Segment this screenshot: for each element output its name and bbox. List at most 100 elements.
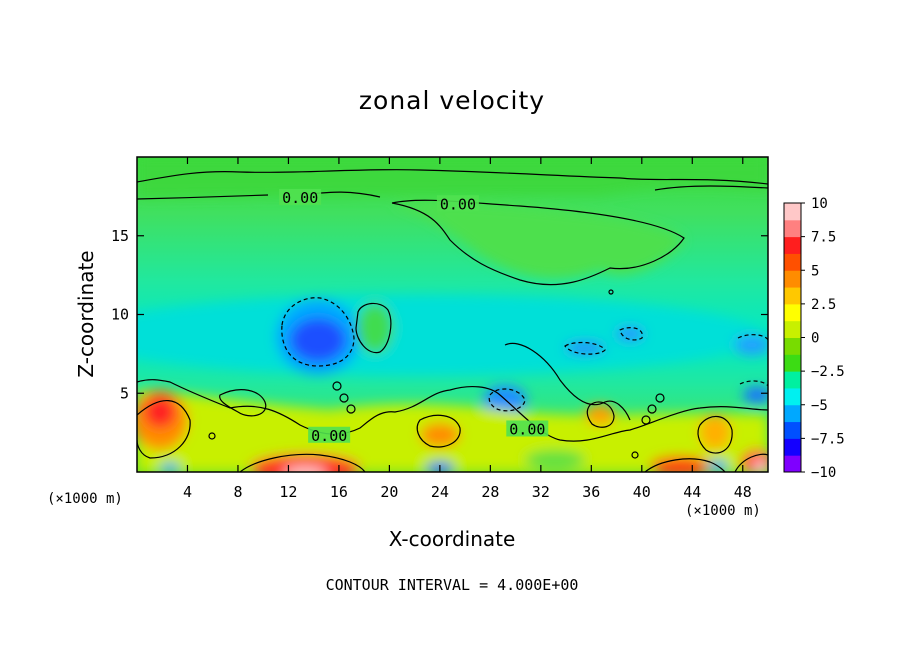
contour-label-bg <box>436 195 479 212</box>
field-blue-bottom-3 <box>160 463 180 472</box>
x-tick-label: 8 <box>233 483 242 501</box>
x-tick-label: 12 <box>279 483 297 501</box>
contour-label: 0.00 <box>282 189 318 207</box>
contour-label-bg <box>308 426 351 443</box>
colorbar-swatch <box>784 203 801 221</box>
colorbar-swatch <box>784 219 801 238</box>
contour-bottom-2 <box>644 458 726 472</box>
contour-neg-vortex <box>281 297 355 367</box>
colorbar-tick-label: 2.5 <box>811 297 836 313</box>
colorbar-tick-label: 7.5 <box>811 230 836 246</box>
contour-lower-5 <box>504 342 631 421</box>
colorbar-tick-label: −5 <box>811 398 828 414</box>
contour-zero-top <box>137 168 768 185</box>
contour-zero-right-top <box>654 185 768 191</box>
x-tick-label: 36 <box>582 483 600 501</box>
x-tick-label: 4 <box>183 483 192 501</box>
contour-small-8 <box>631 451 639 459</box>
field-top-band <box>137 157 768 198</box>
colorbar-tick-label: −7.5 <box>811 431 845 447</box>
field-green-island <box>357 303 393 353</box>
colorbar-swatch <box>784 236 801 254</box>
field-blue-patch-3 <box>616 327 644 341</box>
y-tick-label: 5 <box>120 384 129 402</box>
colorbar-swatch <box>784 354 801 372</box>
contour-neg-blue-mid <box>564 327 643 355</box>
x-unit-label-right: (×1000 m) <box>685 503 761 519</box>
contour-small-4 <box>641 415 651 425</box>
field-blue-vortex-inner <box>290 318 346 362</box>
x-tick-label: 24 <box>431 483 449 501</box>
y-axis-ticks: 5 10 15 <box>111 227 768 402</box>
contour-small-7 <box>208 432 216 440</box>
x-tick-label: 44 <box>683 483 701 501</box>
colorbar-swatch <box>784 253 801 271</box>
colorbar-swatch <box>784 421 801 439</box>
colorbar-tick-label: 5 <box>811 263 819 279</box>
contour-lower-2 <box>137 400 191 459</box>
colorbar-swatch <box>784 455 801 473</box>
contour-small-5 <box>647 404 657 414</box>
contour-small-1 <box>332 381 342 391</box>
contour-label: 0.00 <box>311 427 347 445</box>
colorbar-tick-label: 0 <box>811 331 819 347</box>
contour-zero-island <box>355 302 392 354</box>
contour-small-9 <box>608 289 614 295</box>
field-orange-36 <box>585 405 615 425</box>
contour-small-2 <box>339 393 349 403</box>
contour-lower-6 <box>586 401 615 428</box>
field-green-bottom-35 <box>525 450 585 470</box>
x-axis-label: X-coordinate <box>388 527 516 551</box>
field-cyan-band <box>137 295 760 375</box>
colorbar-swatch <box>784 337 801 355</box>
contour-lower-3 <box>219 389 267 417</box>
colorbar-tick-label: 10 <box>811 196 828 212</box>
colorbar-swatch <box>784 404 801 423</box>
colorbar-swatch <box>784 438 801 456</box>
contour-neg-blue-right <box>737 334 768 387</box>
contour-label-layer: 0.00 0.00 0.00 0.00 <box>279 188 549 445</box>
colorbar-tick-label: −2.5 <box>811 364 845 380</box>
field-blue-patch-4 <box>734 335 768 355</box>
contour-label-bg <box>506 420 549 437</box>
field-pink-bottom-49 <box>753 460 767 472</box>
contour-bottom-1 <box>239 453 366 472</box>
contour-label-bg <box>279 188 322 205</box>
colorbar-tick-label: −10 <box>811 465 836 481</box>
y-tick-label: 15 <box>111 227 129 245</box>
x-tick-label: 20 <box>380 483 398 501</box>
contour-bottom-3 <box>734 453 768 472</box>
x-unit-label-left: (×1000 m) <box>47 491 123 507</box>
colorbar-swatch <box>784 303 801 322</box>
field-red-bottom-42 <box>650 456 710 472</box>
field-blue-patch-5 <box>743 387 768 403</box>
heatmap-field: 0.00 0.00 0.00 0.00 <box>137 157 768 472</box>
x-tick-label: 32 <box>532 483 550 501</box>
x-axis-ticks: 4 8 12 16 20 24 28 32 36 40 44 48 <box>183 157 752 501</box>
colorbar-swatch <box>784 387 801 406</box>
contour-label: 0.00 <box>440 195 476 213</box>
contour-neg-blue-29 <box>488 388 526 412</box>
contour-small-3 <box>346 404 356 414</box>
contour-lines <box>137 168 768 472</box>
field-red-bottom-13 <box>250 454 360 472</box>
x-tick-label: 40 <box>633 483 651 501</box>
contour-lower-1 <box>137 379 768 442</box>
contour-interval: CONTOUR INTERVAL = 4.000E+00 <box>325 576 579 594</box>
field-upper-green <box>392 201 684 279</box>
colorbar-swatch <box>784 320 801 338</box>
field-pink-bottom-13 <box>283 466 327 472</box>
x-tick-label: 16 <box>330 483 348 501</box>
colorbar-swatch <box>784 371 801 389</box>
colorbar-swatch <box>784 287 801 305</box>
contour-lower-7 <box>697 416 733 454</box>
colorbar: 10 7.5 5 2.5 0 −2.5 −5 −7.5 −10 <box>783 196 845 481</box>
contour-small-6 <box>655 393 665 403</box>
field-orange-45 <box>699 414 731 450</box>
colorbar-swatch <box>784 270 801 288</box>
y-tick-label: 10 <box>111 306 129 324</box>
field-orange-24 <box>420 423 460 447</box>
contour-lower-4 <box>416 414 461 448</box>
